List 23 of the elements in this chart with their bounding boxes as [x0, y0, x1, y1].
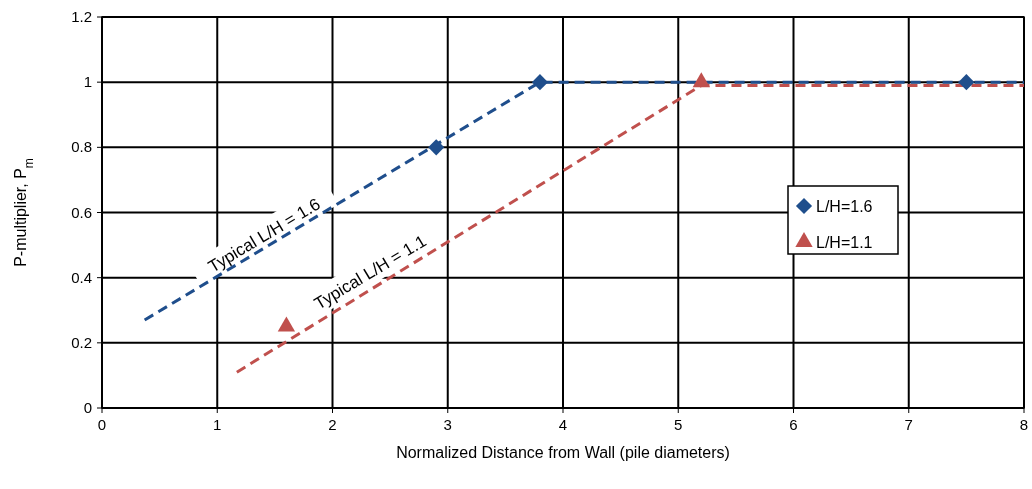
y-tick-label: 1.2: [71, 8, 92, 25]
legend-label: L/H=1.6: [816, 198, 873, 215]
x-tick-label: 1: [213, 416, 222, 433]
y-tick-label: 0.2: [71, 333, 92, 351]
x-tick-label: 7: [904, 416, 913, 433]
point: [531, 74, 549, 91]
y-tick-label: 1: [83, 73, 92, 91]
x-tick-label: 6: [789, 416, 798, 433]
y-tick-label: 0: [83, 399, 92, 416]
x-tick-label: 4: [558, 416, 568, 433]
x-tick-label: 3: [443, 416, 452, 433]
y-tick-label: 0.6: [71, 203, 92, 221]
point: [277, 316, 296, 332]
x-tick-label: 0: [97, 416, 107, 433]
x-tick-label: 2: [328, 416, 337, 433]
point: [428, 139, 445, 156]
x-tick-label: 5: [674, 416, 683, 433]
point: [958, 74, 975, 91]
x-tick-label: 8: [1019, 416, 1029, 433]
y-tick-label: 0.4: [71, 268, 92, 286]
legend-label: L/H=1.1: [816, 234, 873, 251]
x-axis-title: Normalized Distance from Wall (pile diameters): [396, 444, 730, 461]
y-tick-label: 0.8: [71, 138, 92, 156]
